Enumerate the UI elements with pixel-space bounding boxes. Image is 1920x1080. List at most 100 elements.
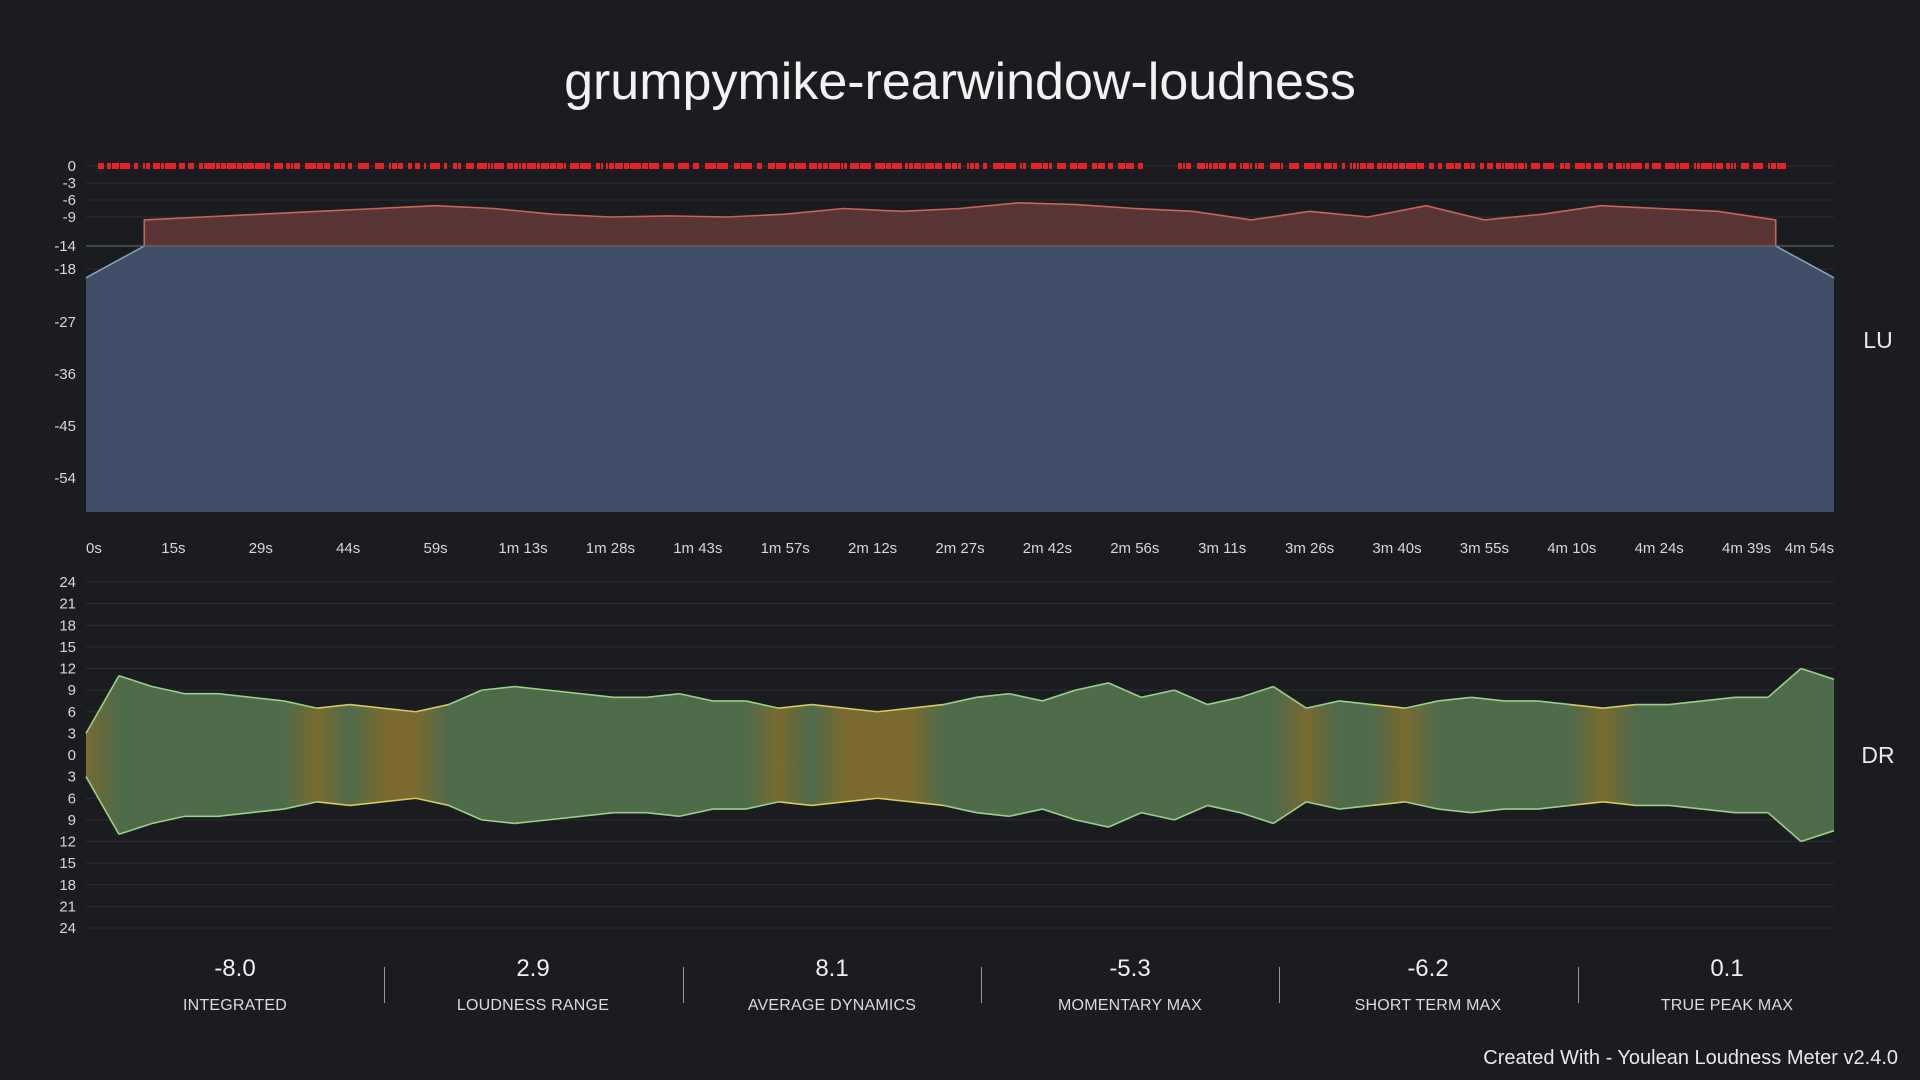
lu-true-peak-marker bbox=[1531, 163, 1540, 169]
dr-upper-line-segment bbox=[1339, 700, 1373, 706]
lu-true-peak-marker bbox=[850, 163, 859, 169]
stat-divider bbox=[981, 967, 982, 1003]
lu-true-peak-marker bbox=[146, 163, 150, 169]
lu-true-peak-marker bbox=[741, 163, 752, 169]
lu-true-peak-marker bbox=[841, 163, 843, 169]
lu-true-peak-marker bbox=[1726, 163, 1730, 169]
lu-true-peak-marker bbox=[398, 163, 403, 169]
dr-lower-line-segment bbox=[415, 797, 449, 807]
lu-loudness-line bbox=[143, 202, 1777, 246]
lu-true-peak-marker bbox=[1377, 163, 1382, 169]
dr-upper-line-segment bbox=[217, 692, 251, 699]
lu-y-tick-label: -3 bbox=[63, 175, 76, 192]
lu-true-peak-marker bbox=[1367, 163, 1374, 169]
dr-upper-line-segment bbox=[877, 707, 911, 713]
dr-upper-line-segment bbox=[1438, 696, 1472, 702]
stat-value: -5.3 bbox=[1109, 955, 1151, 982]
lu-true-peak-marker bbox=[1383, 163, 1386, 169]
lu-true-peak-marker bbox=[1731, 163, 1733, 169]
lu-true-peak-marker bbox=[993, 163, 1004, 169]
lu-true-peak-marker bbox=[717, 163, 728, 169]
lu-true-peak-marker bbox=[1353, 163, 1356, 169]
stat-true-peak-max: 0.1 TRUE PEAK MAX bbox=[1578, 955, 1876, 1015]
stat-momentary-max: -5.3 MOMENTARY MAX bbox=[981, 955, 1279, 1015]
lu-true-peak-marker bbox=[1471, 163, 1475, 169]
lu-true-peak-marker bbox=[1043, 163, 1048, 169]
lu-true-peak-marker bbox=[221, 163, 226, 169]
lu-true-peak-marker bbox=[1342, 163, 1345, 169]
dr-lower-line-segment bbox=[1800, 829, 1835, 843]
dr-lower-line-segment bbox=[1405, 801, 1439, 810]
lu-true-peak-marker bbox=[1771, 163, 1776, 169]
dr-lower-line-segment bbox=[1075, 819, 1109, 828]
dr-upper-line-segment bbox=[1800, 667, 1835, 681]
lu-true-peak-marker bbox=[1502, 163, 1504, 169]
lu-true-peak-marker bbox=[444, 163, 447, 169]
dr-lower-line-segment bbox=[943, 804, 977, 814]
lu-true-peak-marker bbox=[415, 163, 420, 169]
lu-true-peak-marker bbox=[1694, 163, 1696, 169]
lu-true-peak-marker bbox=[1480, 163, 1484, 169]
lu-true-peak-marker bbox=[286, 163, 290, 169]
dr-lower-line-segment bbox=[1767, 812, 1802, 843]
x-tick-label: 1m 57s bbox=[761, 540, 810, 557]
stat-integrated: -8.0 INTEGRATED bbox=[86, 955, 384, 1015]
lu-true-peak-marker bbox=[1197, 163, 1205, 169]
lu-true-peak-marker bbox=[757, 163, 762, 169]
dr-upper-line-segment bbox=[1042, 689, 1076, 702]
lu-true-peak-marker bbox=[570, 163, 579, 169]
lu-true-peak-marker bbox=[1594, 163, 1603, 169]
lu-true-peak-marker bbox=[1118, 163, 1125, 169]
x-tick-label: 2m 12s bbox=[848, 540, 897, 557]
stat-label: LOUDNESS RANGE bbox=[456, 997, 610, 1014]
lu-true-peak-marker bbox=[453, 163, 457, 169]
x-tick-label: 29s bbox=[249, 540, 273, 557]
lu-true-peak-marker bbox=[1138, 163, 1143, 169]
dr-lower-line-segment bbox=[1009, 808, 1043, 818]
stat-value: -8.0 bbox=[214, 955, 256, 982]
dr-lower-line-segment bbox=[1174, 804, 1208, 821]
lu-true-peak-marker bbox=[494, 163, 504, 169]
dr-lower-line-segment bbox=[382, 797, 416, 803]
dr-upper-line-segment bbox=[1701, 696, 1736, 702]
stats-bar: -8.0 INTEGRATED 2.9 LOUDNESS RANGE 8.1 A… bbox=[86, 955, 1880, 1025]
lu-true-peak-marker bbox=[120, 163, 130, 169]
dr-y-tick-label: 3 bbox=[68, 725, 76, 742]
lu-y-tick-label: -18 bbox=[54, 261, 76, 278]
dr-lower-line-segment bbox=[1537, 804, 1571, 810]
lu-true-peak-marker bbox=[1005, 163, 1016, 169]
lu-true-peak-marker bbox=[1250, 163, 1252, 169]
lu-true-peak-marker bbox=[392, 163, 397, 169]
lu-true-peak-marker bbox=[537, 163, 540, 169]
dr-upper-line-segment bbox=[118, 674, 153, 688]
lu-true-peak-marker bbox=[1429, 163, 1434, 169]
lu-true-peak-marker bbox=[1240, 163, 1242, 169]
dr-upper-line-segment bbox=[151, 685, 186, 695]
lu-true-peak-marker bbox=[1716, 163, 1723, 169]
dr-lower-line-segment bbox=[1669, 804, 1703, 810]
dr-lower-line-segment bbox=[250, 808, 284, 814]
dr-lower-line-segment bbox=[811, 801, 845, 807]
dr-upper-line-segment bbox=[580, 692, 614, 699]
dr-upper-line-segment bbox=[910, 703, 944, 709]
dr-lower-line-segment bbox=[349, 801, 383, 807]
dr-lower-line-segment bbox=[1438, 808, 1472, 814]
stat-value: -6.2 bbox=[1407, 955, 1449, 982]
dr-upper-line-segment bbox=[514, 685, 548, 691]
dr-lower-line-segment bbox=[85, 776, 120, 835]
lu-true-peak-marker bbox=[291, 163, 293, 169]
dr-lower-line-segment bbox=[580, 811, 614, 818]
lu-true-peak-marker bbox=[776, 163, 786, 169]
lu-true-peak-marker bbox=[1209, 163, 1212, 169]
lu-true-peak-marker bbox=[477, 163, 487, 169]
lu-true-peak-marker bbox=[1020, 163, 1022, 169]
dr-upper-line-segment bbox=[481, 685, 515, 691]
lu-true-peak-marker bbox=[1496, 163, 1501, 169]
lu-true-peak-marker bbox=[1316, 163, 1321, 169]
stat-divider bbox=[1279, 967, 1280, 1003]
dr-upper-line-segment bbox=[1570, 703, 1604, 709]
lu-true-peak-marker bbox=[237, 163, 242, 169]
lu-y-tick-label: -54 bbox=[54, 470, 76, 487]
lu-true-peak-marker bbox=[1049, 163, 1052, 169]
lu-true-peak-marker bbox=[199, 163, 203, 169]
